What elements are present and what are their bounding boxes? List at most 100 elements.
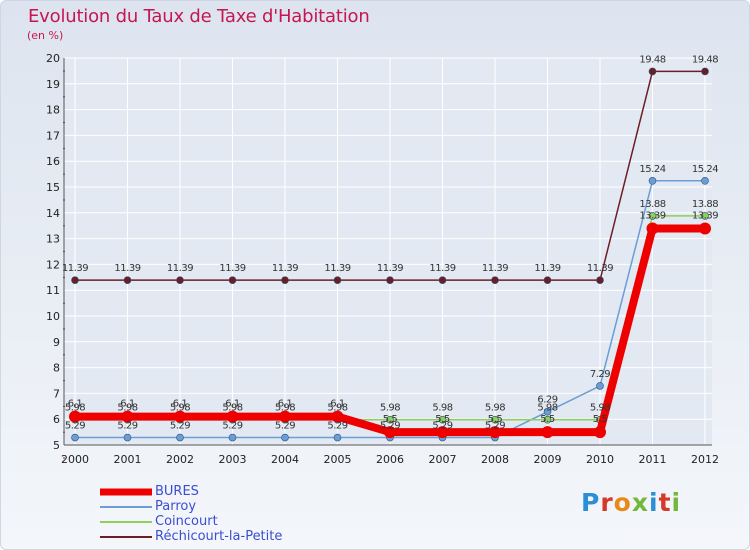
legend-item-bures: BURES xyxy=(100,484,282,499)
data-point xyxy=(228,276,237,284)
data-label: 5.5 xyxy=(488,414,503,425)
data-point xyxy=(438,276,447,284)
y-tick-label: 10 xyxy=(46,310,60,323)
data-point xyxy=(281,276,289,284)
x-tick-label: 2002 xyxy=(166,453,194,466)
data-label: 6.1 xyxy=(330,399,345,410)
y-tick-label: 5 xyxy=(53,439,60,452)
data-point xyxy=(701,212,709,220)
data-label: 5.5 xyxy=(593,414,608,425)
data-point xyxy=(541,426,554,439)
legend-label-bures: BURES xyxy=(155,484,199,499)
data-point xyxy=(438,415,447,424)
x-tick-label: 2005 xyxy=(324,453,352,466)
data-point xyxy=(594,426,606,439)
data-label: 13.39 xyxy=(692,211,718,222)
legend-swatch-parroy xyxy=(100,505,152,508)
data-point xyxy=(386,276,394,284)
data-label: 6.1 xyxy=(225,399,240,410)
data-label: 5.29 xyxy=(275,421,295,432)
x-tick-label: 2004 xyxy=(271,453,299,466)
data-point xyxy=(648,177,657,185)
y-tick-label: 13 xyxy=(46,233,60,246)
data-point xyxy=(701,67,709,76)
data-label: 5.29 xyxy=(327,421,347,432)
data-point xyxy=(71,433,79,442)
data-label: 19.48 xyxy=(692,54,718,65)
data-point xyxy=(491,276,499,284)
data-point xyxy=(596,276,604,284)
data-label: 19.48 xyxy=(639,54,665,65)
legend-swatch-rechicourt xyxy=(100,535,152,538)
plot-area xyxy=(64,58,712,445)
data-label: 5.5 xyxy=(435,414,450,425)
legend: BURES Parroy Coincourt Réchicourt-la-Pet… xyxy=(100,484,282,544)
x-tick-label: 2010 xyxy=(586,453,614,466)
data-label: 5.29 xyxy=(485,421,505,432)
data-label: 6.1 xyxy=(278,399,293,410)
data-label: 5.29 xyxy=(65,421,85,432)
x-tick-label: 2006 xyxy=(376,453,404,466)
x-tick-label: 2007 xyxy=(429,453,457,466)
data-label: 7.29 xyxy=(590,369,610,380)
legend-item-coincourt: Coincourt xyxy=(100,514,282,529)
data-label: 11.39 xyxy=(62,263,88,274)
y-tick-label: 19 xyxy=(46,78,60,91)
chart-title: Evolution du Taux de Taxe d'Habitation xyxy=(28,6,370,27)
data-label: 6.1 xyxy=(68,399,83,410)
data-label: 5.98 xyxy=(170,403,190,414)
data-point xyxy=(333,276,342,284)
data-point xyxy=(543,407,552,416)
data-point xyxy=(226,410,239,423)
x-tick-label: 2009 xyxy=(534,453,562,466)
data-label: 5.98 xyxy=(380,403,400,414)
legend-label-rechicourt: Réchicourt-la-Petite xyxy=(155,529,283,544)
legend-item-rechicourt: Réchicourt-la-Petite xyxy=(100,529,282,544)
y-tick-label: 6 xyxy=(53,413,60,426)
data-point xyxy=(176,276,184,284)
data-label: 11.39 xyxy=(534,263,560,274)
data-point xyxy=(174,410,186,423)
data-label: 11.39 xyxy=(482,263,508,274)
data-label: 13.39 xyxy=(639,211,665,222)
y-tick-label: 18 xyxy=(46,104,60,117)
data-point xyxy=(71,276,79,284)
data-point xyxy=(331,410,344,423)
data-point xyxy=(489,426,501,439)
data-label: 11.39 xyxy=(324,263,350,274)
legend-swatch-coincourt xyxy=(100,520,152,523)
x-tick-label: 2000 xyxy=(61,453,89,466)
data-label: 11.39 xyxy=(167,263,193,274)
data-point xyxy=(121,410,134,423)
data-label: 6.1 xyxy=(173,399,188,410)
data-point xyxy=(123,433,132,442)
x-tick-label: 2001 xyxy=(114,453,142,466)
data-label: 5.98 xyxy=(485,403,505,414)
data-label: 5.5 xyxy=(540,414,555,425)
chart-subtitle: (en %) xyxy=(27,29,64,42)
data-label: 13.88 xyxy=(692,199,718,210)
data-label: 15.24 xyxy=(639,164,665,175)
data-label: 5.29 xyxy=(222,421,242,432)
y-tick-label: 14 xyxy=(46,207,60,220)
data-label: 5.5 xyxy=(383,414,398,425)
data-point xyxy=(69,410,81,423)
data-label: 11.39 xyxy=(114,263,140,274)
data-point xyxy=(596,382,604,390)
data-label: 5.98 xyxy=(327,403,347,414)
data-point xyxy=(491,415,499,424)
data-label: 5.98 xyxy=(537,403,557,414)
data-point xyxy=(699,222,711,235)
y-tick-label: 12 xyxy=(46,258,60,271)
data-label: 5.98 xyxy=(590,403,610,414)
data-point xyxy=(648,212,657,220)
y-tick-label: 11 xyxy=(46,284,60,297)
data-point xyxy=(386,415,394,424)
data-point xyxy=(543,415,552,424)
data-point xyxy=(701,177,709,185)
y-tick-label: 17 xyxy=(46,129,60,142)
data-label: 11.39 xyxy=(587,263,613,274)
data-label: 11.39 xyxy=(377,263,403,274)
data-label: 5.29 xyxy=(117,421,137,432)
